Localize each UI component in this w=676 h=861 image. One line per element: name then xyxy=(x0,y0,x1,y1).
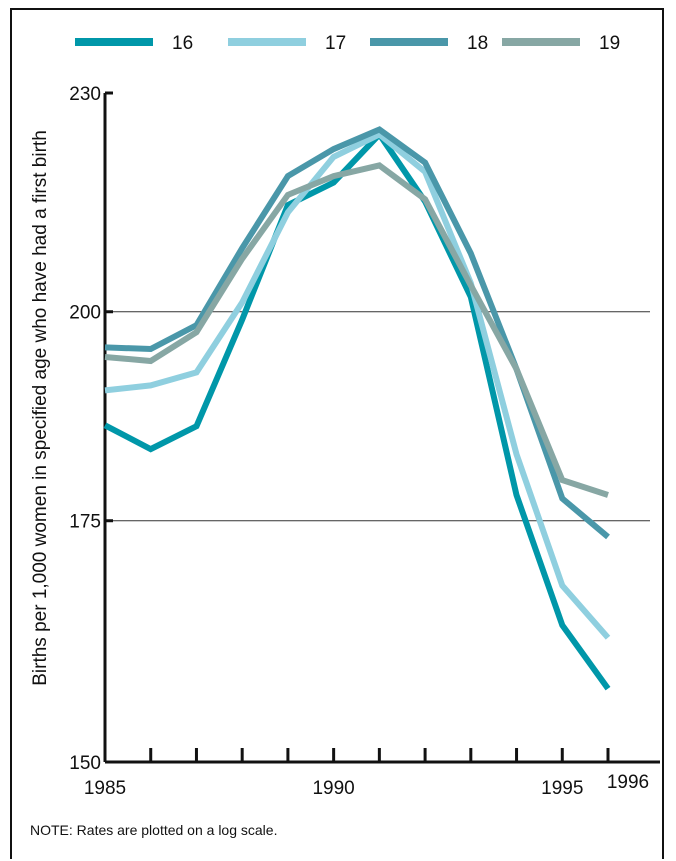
series-lines xyxy=(103,126,611,691)
series-line-18 xyxy=(104,126,610,540)
y-axis-title: Births per 1,000 women in specified age … xyxy=(30,130,51,686)
x-tick-label: 1990 xyxy=(312,778,354,799)
chart-frame xyxy=(10,8,664,859)
gridlines xyxy=(105,311,650,522)
axes: 150 175 200 230 1985 1990 1995 1996 xyxy=(69,84,660,799)
x-tick-label: 1996 xyxy=(607,772,649,793)
legend-label-18: 18 xyxy=(467,33,488,54)
y-tick-label: 150 xyxy=(69,753,101,774)
legend: 16 17 18 19 xyxy=(75,33,620,54)
legend-label-17: 17 xyxy=(325,33,346,54)
series-line-17 xyxy=(104,130,611,640)
series-line-19 xyxy=(104,162,609,498)
x-tick-label: 1985 xyxy=(84,778,126,799)
y-tick-label: 200 xyxy=(69,303,101,324)
series-line-16 xyxy=(103,129,611,691)
y-tick-label: 230 xyxy=(69,84,101,105)
legend-label-16: 16 xyxy=(172,33,193,54)
x-tick-label: 1995 xyxy=(541,778,583,799)
y-tick-label: 175 xyxy=(69,512,101,533)
chart-note: NOTE: Rates are plotted on a log scale. xyxy=(30,822,278,838)
legend-label-19: 19 xyxy=(599,33,620,54)
